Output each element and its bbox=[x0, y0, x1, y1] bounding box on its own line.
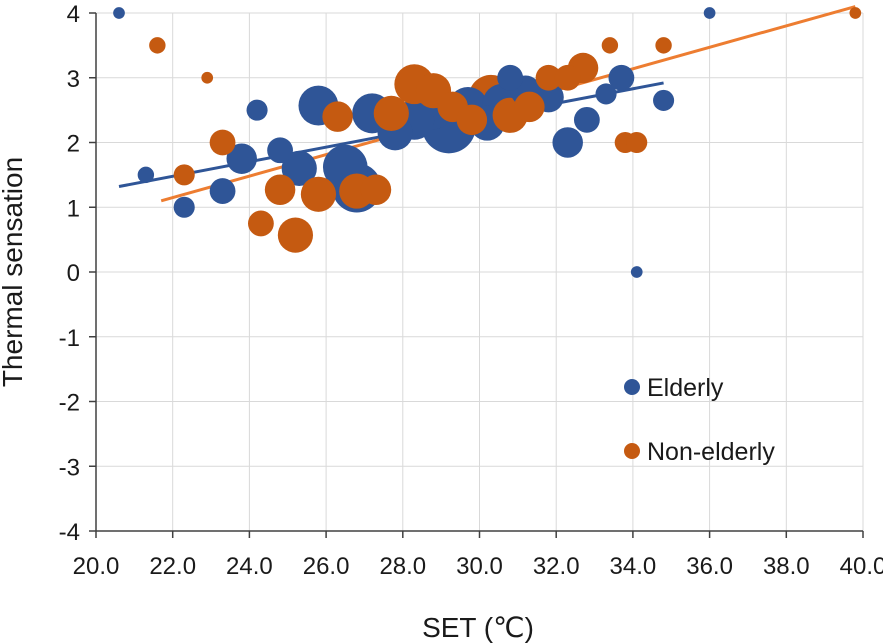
data-points bbox=[113, 7, 862, 278]
non-elderly-point bbox=[149, 37, 166, 54]
legend-label-non-elderly: Non-elderly bbox=[647, 438, 775, 466]
x-tick-label: 32.0 bbox=[533, 553, 580, 580]
elderly-point bbox=[246, 99, 268, 121]
x-tick-label: 28.0 bbox=[379, 553, 426, 580]
x-tick-label: 30.0 bbox=[456, 553, 503, 580]
y-tick-label: -3 bbox=[59, 454, 80, 481]
elderly-point bbox=[573, 106, 600, 133]
non-elderly-point bbox=[849, 7, 862, 19]
x-tick-label: 22.0 bbox=[149, 553, 196, 580]
non-elderly-point bbox=[626, 131, 648, 154]
legend-label-elderly: Elderly bbox=[647, 374, 724, 402]
elderly-point bbox=[173, 196, 195, 218]
elderly-point bbox=[653, 89, 675, 111]
axes bbox=[89, 12, 864, 538]
elderly-point bbox=[497, 64, 524, 91]
elderly-point bbox=[209, 178, 236, 204]
non-elderly-point bbox=[277, 217, 314, 253]
x-tick-label: 40.0 bbox=[840, 553, 883, 580]
y-tick-label: 4 bbox=[67, 1, 80, 28]
non-elderly-point bbox=[535, 64, 562, 91]
legend-marker-non-elderly bbox=[624, 443, 640, 459]
elderly-point bbox=[226, 143, 257, 174]
non-elderly-point bbox=[655, 37, 672, 54]
x-tick-label: 36.0 bbox=[686, 553, 733, 580]
elderly-point bbox=[281, 150, 317, 186]
non-elderly-point bbox=[554, 64, 581, 91]
non-elderly-point bbox=[601, 37, 619, 54]
y-tick-label: 1 bbox=[67, 195, 80, 222]
non-elderly-point bbox=[300, 176, 337, 212]
non-elderly-point bbox=[360, 174, 392, 206]
elderly-point bbox=[137, 166, 155, 184]
non-elderly-point bbox=[456, 104, 488, 136]
y-axis-title: Thermal sensation bbox=[0, 157, 28, 387]
non-elderly-point bbox=[373, 95, 409, 131]
x-tick-label: 34.0 bbox=[610, 553, 657, 580]
y-tick-label: 2 bbox=[67, 131, 80, 158]
elderly-point bbox=[267, 137, 293, 164]
non-elderly-point bbox=[201, 71, 214, 84]
elderly-point bbox=[552, 127, 583, 158]
x-tick-label: 38.0 bbox=[763, 553, 810, 580]
y-tick-label: 3 bbox=[67, 66, 80, 93]
non-elderly-point bbox=[514, 91, 545, 123]
tick-labels: 20.0 22.0 24.0 26.0 28.0 30.0 32.0 34.0 36.0 38.0… bbox=[59, 1, 883, 580]
non-elderly-point bbox=[322, 101, 353, 132]
non-elderly-point bbox=[209, 129, 236, 156]
legend: Elderly Non-elderly bbox=[624, 374, 775, 466]
elderly-point bbox=[608, 64, 635, 91]
y-tick-label: -1 bbox=[59, 325, 80, 352]
x-tick-label: 26.0 bbox=[303, 553, 350, 580]
y-tick-label: 0 bbox=[67, 260, 80, 287]
non-elderly-point bbox=[248, 210, 274, 237]
elderly-point bbox=[595, 83, 617, 105]
legend-marker-elderly bbox=[624, 379, 640, 395]
elderly-point bbox=[630, 266, 643, 278]
non-elderly-point bbox=[264, 174, 296, 206]
elderly-point bbox=[113, 7, 125, 19]
y-tick-label: -2 bbox=[59, 390, 80, 417]
y-tick-label: -4 bbox=[59, 519, 80, 546]
x-tick-label: 24.0 bbox=[226, 553, 273, 580]
non-elderly-point bbox=[173, 164, 195, 186]
x-tick-label: 20.0 bbox=[73, 553, 120, 580]
elderly-point bbox=[703, 7, 716, 19]
x-axis-title: SET (℃) bbox=[422, 612, 534, 643]
